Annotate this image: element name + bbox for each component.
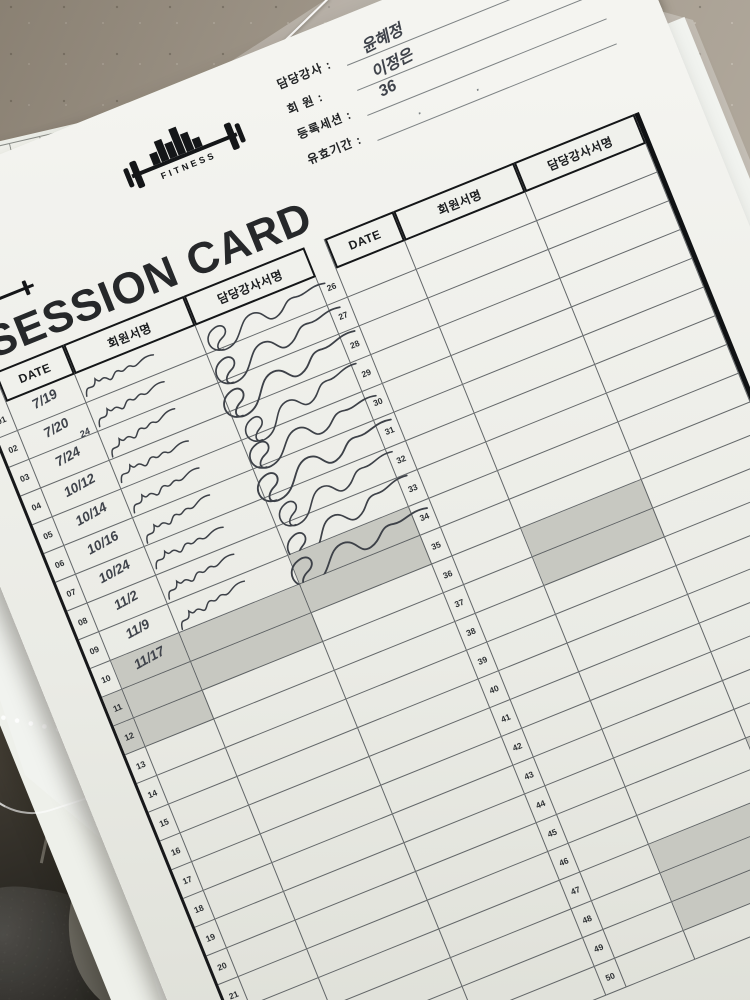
fitness-logo: FITNESS: [110, 91, 253, 205]
session-table: DATE 회원서명 담당강사서명 01 7/19 02 7/20 03 7/24 24 04 1…: [0, 111, 750, 1000]
